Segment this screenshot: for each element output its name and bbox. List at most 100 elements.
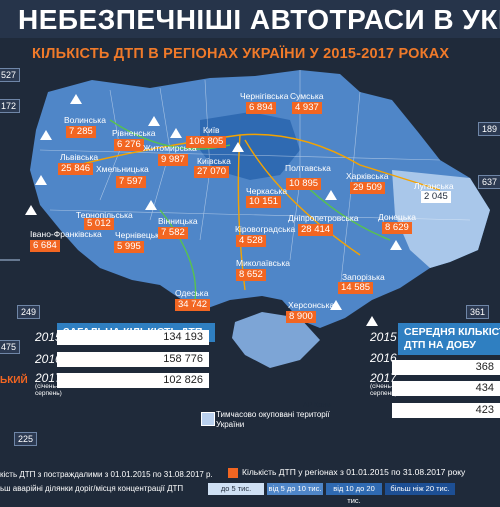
occupied-swatch [201, 412, 215, 426]
warning-icon [145, 200, 157, 210]
edge-value: 475 [0, 340, 21, 354]
region-name: Запорізька [342, 272, 385, 282]
region-name: Київ [203, 125, 220, 135]
region-value: 5 995 [114, 241, 144, 253]
right-panel-heading: СЕРЕДНЯ КІЛЬКІСТ ДТП НА ДОБУ [398, 323, 500, 355]
region-name: Житомирська [143, 143, 197, 153]
region-value: 6 276 [114, 139, 144, 151]
region-name: Чернівецька [115, 230, 164, 240]
kyiv-region-shape [200, 112, 300, 180]
region-value: 10 895 [286, 178, 322, 190]
region-name: Волинська [64, 115, 106, 125]
region-value: 4 937 [292, 102, 322, 114]
region-value: 27 070 [194, 166, 230, 178]
left-value: 134 193 [57, 330, 209, 345]
edge-value: 527 [0, 68, 21, 82]
occupied-east [392, 170, 490, 268]
region-name: Рівненська [112, 128, 156, 138]
title-bar [0, 0, 500, 38]
region-name: Миколаївська [236, 258, 290, 268]
warning-icon [366, 316, 378, 326]
region-name: Івано-Франківська [30, 229, 102, 239]
region-value: 4 528 [236, 235, 266, 247]
region-name: Чернігівська [240, 91, 289, 101]
edge-value: 225 [14, 432, 38, 446]
page-subtitle: КІЛЬКІСТЬ ДТП В РЕГІОНАХ УКРАЇНИ У 2015-… [32, 46, 450, 62]
region-value: 25 846 [58, 163, 94, 175]
region-value: 8 652 [236, 269, 266, 281]
region-name: Сумська [290, 91, 324, 101]
left-value: 102 826 [57, 373, 209, 388]
right-year: 2016 [370, 351, 397, 365]
left-note: (січень-серпень) [35, 383, 62, 397]
region-value: 7 597 [116, 176, 146, 188]
edge-value: 361 [466, 305, 490, 319]
region-name: Луганська [414, 181, 454, 191]
region-value: 7 285 [66, 126, 96, 138]
region-value: 14 585 [338, 282, 374, 294]
warning-icon [40, 130, 52, 140]
warning-icon [70, 94, 82, 104]
region-name: Полтавська [285, 163, 331, 173]
right-value: 423 [392, 403, 500, 418]
region-value: 5 012 [84, 218, 114, 230]
legend-swatch [228, 468, 238, 478]
region-value: 34 742 [175, 299, 211, 311]
region-name: Херсонська [288, 300, 335, 310]
region-value: 8 900 [286, 311, 316, 323]
warning-icon [330, 300, 342, 310]
left-year: 2016 [35, 352, 62, 366]
right-value: 434 [392, 381, 500, 396]
legend-bin: до 5 тис. [208, 483, 264, 495]
warning-icon [25, 205, 37, 215]
region-name: Донецька [378, 212, 416, 222]
right-year: 2015 [370, 330, 397, 344]
left-value: 158 776 [57, 352, 209, 367]
right-note: (січень-серпень) [370, 383, 397, 397]
region-name: Черкаська [246, 186, 288, 196]
region-value: 8 629 [382, 222, 412, 234]
region-name: Хмельницька [96, 164, 149, 174]
crimea-label: АР Крим [303, 402, 331, 409]
region-value: 10 151 [246, 196, 282, 208]
legend-bin: від 5 до 10 тис. [267, 483, 323, 495]
region-name: Вінницька [158, 216, 198, 226]
region-value: 6 894 [246, 102, 276, 114]
warning-icon [232, 142, 244, 152]
occupied-label: Тимчасово окуповані території України [216, 410, 330, 429]
region-value: 28 414 [298, 224, 334, 236]
region-value: 106 805 [186, 136, 227, 148]
footer-line-2: ьш аварійні ділянки доріг/місця концентр… [0, 484, 184, 493]
region-name: Кіровоградська [235, 224, 296, 234]
region-value: 6 684 [30, 240, 60, 252]
legend-bin: від 10 до 20 тис. [326, 483, 382, 505]
region-name: Одеська [175, 288, 209, 298]
edge-value: 172 [0, 99, 21, 113]
left-year: 2015 [35, 330, 62, 344]
region-name: Тернопільська [76, 210, 133, 220]
edge-word: ЬКИЙ [0, 375, 28, 386]
warning-icon [325, 190, 337, 200]
region-value: 9 987 [158, 154, 188, 166]
edge-value: 189 [478, 122, 500, 136]
warning-icon [148, 116, 160, 126]
right-year: 2017 [370, 371, 397, 385]
page-title: НЕБЕЗПЕЧНІШІ АВТОТРАСИ В УКР [18, 4, 500, 35]
footer-line-1: кість ДТП з постраждалими з 01.01.2015 п… [0, 470, 213, 479]
region-value: 2 045 [421, 191, 451, 203]
region-name: Харківська [346, 171, 389, 181]
legend-title: Кількість ДТП у регіонах з 01.01.2015 по… [242, 467, 466, 477]
warning-icon [35, 175, 47, 185]
right-value: 368 [392, 360, 500, 375]
edge-value: 637 [478, 175, 500, 189]
region-value: 7 582 [158, 227, 188, 239]
left-year: 2017 [35, 371, 62, 385]
legend-bin: більш ніж 20 тис. [385, 483, 455, 495]
region-name: Київська [197, 156, 231, 166]
region-value: 29 509 [350, 182, 386, 194]
region-name: Львівська [60, 152, 99, 162]
warning-icon [390, 240, 402, 250]
warning-icon [170, 128, 182, 138]
crimea-shape [232, 312, 320, 368]
edge-value: 249 [17, 305, 41, 319]
